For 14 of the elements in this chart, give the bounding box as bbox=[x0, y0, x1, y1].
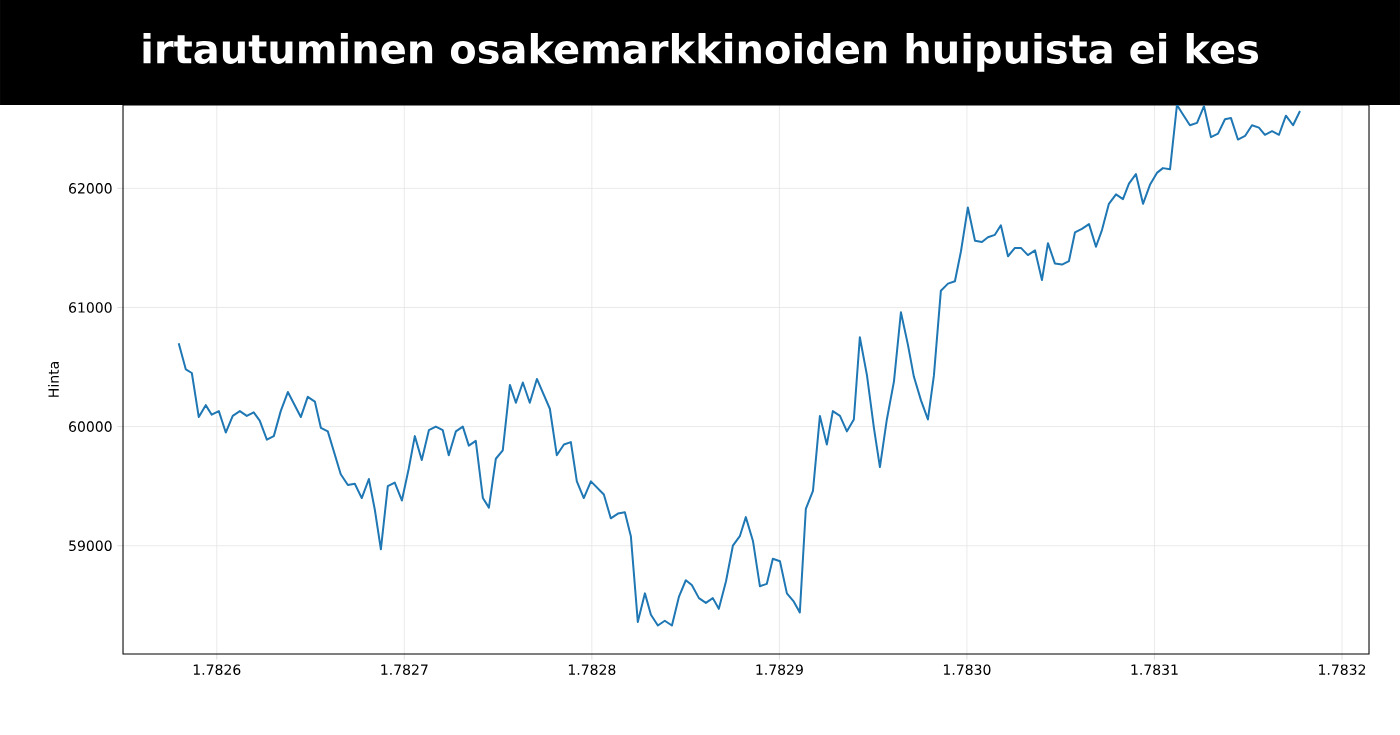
y-axis-title: Hinta bbox=[48, 362, 59, 397]
x-tick-label: 1.7830 bbox=[943, 664, 991, 675]
x-tick-label: 1.7831 bbox=[1131, 664, 1178, 675]
y-tick-label: 59000 bbox=[69, 540, 112, 551]
x-tick-label: 1.7826 bbox=[193, 664, 241, 675]
y-tick-label: 62000 bbox=[69, 183, 112, 194]
line-series bbox=[177, 104, 1301, 627]
x-tick-label: 1.7828 bbox=[568, 664, 616, 675]
x-tick-label: 1.7829 bbox=[756, 664, 803, 675]
chart-title: irtautuminen osakemarkkinoiden huipuista ei kes bbox=[143, 32, 1258, 72]
y-tick-label: 61000 bbox=[69, 302, 112, 313]
y-tick-label: 60000 bbox=[69, 421, 112, 432]
x-tick-label: 1.7827 bbox=[381, 664, 428, 675]
x-tick-label: 1.7832 bbox=[1319, 664, 1366, 675]
